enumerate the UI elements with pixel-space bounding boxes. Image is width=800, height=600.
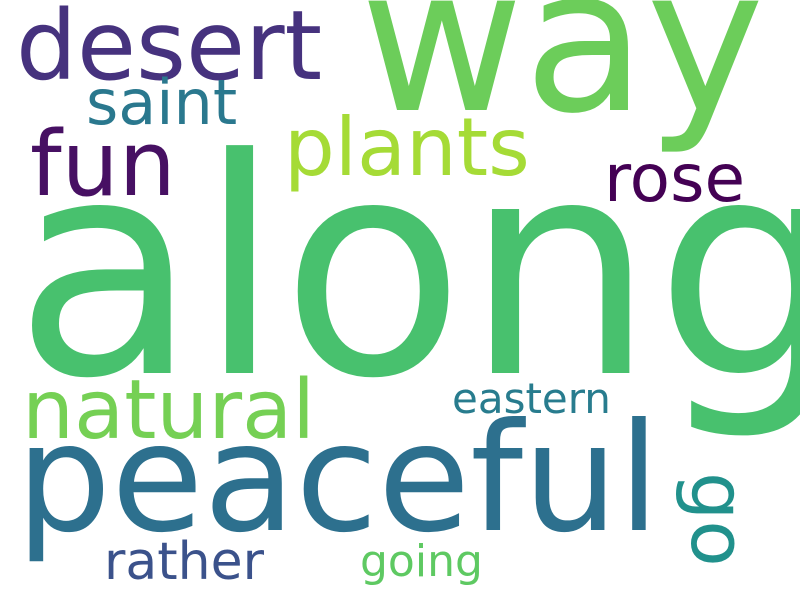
word-natural: natural: [22, 363, 316, 458]
word-rather: rather: [104, 532, 264, 592]
word-desert: desert: [16, 0, 323, 102]
word-go: go: [674, 472, 763, 567]
word-rose: rose: [604, 140, 746, 217]
word-plants: plants: [284, 101, 530, 194]
word-saint: saint: [86, 66, 238, 139]
word-along: along: [14, 95, 800, 444]
word-going: going: [360, 536, 483, 587]
word-way: way: [360, 0, 765, 158]
word-eastern: eastern: [452, 374, 611, 423]
word-peaceful: peaceful: [16, 392, 660, 566]
word-fun: fun: [30, 112, 176, 217]
